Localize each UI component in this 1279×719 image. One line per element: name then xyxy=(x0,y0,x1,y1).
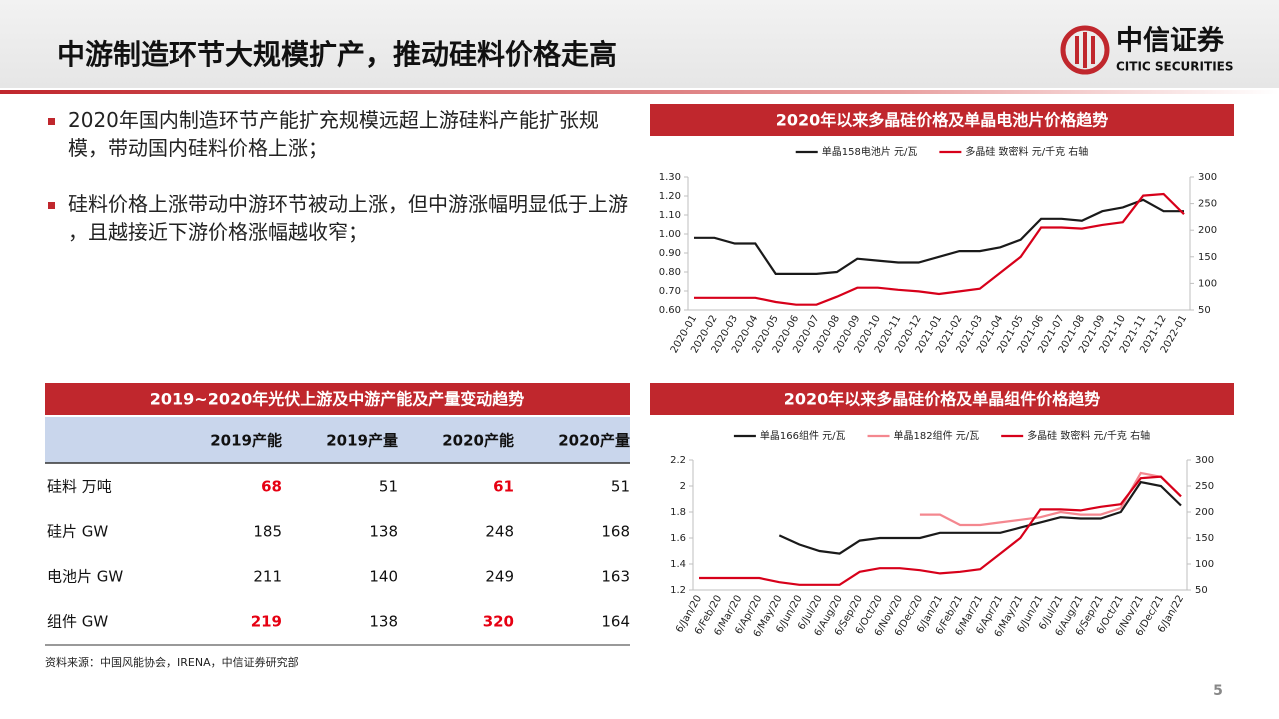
row-label: 电池片 GW xyxy=(47,568,123,586)
y-tick-label: 0.90 xyxy=(659,248,681,259)
table-cell: 168 xyxy=(601,523,630,541)
y2-tick-label: 250 xyxy=(1198,199,1217,210)
table-cell: 164 xyxy=(601,613,630,631)
row-label: 硅片 GW xyxy=(47,523,108,541)
chart-title-bar xyxy=(650,104,1234,136)
logo: 中信证券 CITIC SECURITIES xyxy=(1060,25,1234,75)
column-header: 2019产量 xyxy=(326,432,398,450)
series-line xyxy=(694,198,1184,275)
y-tick-label: 1.00 xyxy=(659,229,681,240)
table-cell: 211 xyxy=(253,568,282,586)
legend-label: 多晶硅 致密料 元/千克 右轴 xyxy=(965,145,1088,158)
row-label: 组件 GW xyxy=(47,613,108,631)
y2-tick-label: 200 xyxy=(1198,225,1217,236)
y2-tick-label: 300 xyxy=(1198,172,1217,183)
y2-tick-label: 150 xyxy=(1195,533,1214,544)
table-cell: 163 xyxy=(601,568,630,586)
y-tick-label: 2.2 xyxy=(670,455,686,466)
y-tick-label: 1.30 xyxy=(659,172,681,183)
slide-title: 中游制造环节大规模扩产，推动硅料价格走高 xyxy=(57,38,618,71)
table-cell: 138 xyxy=(369,523,398,541)
bullet-list: 2020年国内制造环节产能扩充规模远超上游硅料产能扩张规模，带动国内硅料价格上涨… xyxy=(48,106,638,274)
y-tick-label: 2 xyxy=(680,481,686,492)
column-header: 2020产量 xyxy=(558,432,630,450)
y2-tick-label: 100 xyxy=(1198,278,1217,289)
page-number: 5 xyxy=(1213,683,1223,699)
table-header-bg xyxy=(45,417,630,463)
logo-subtext: CITIC SECURITIES xyxy=(1116,60,1234,74)
legend: 单晶158电池片 元/瓦 多晶硅 致密料 元/千克 右轴 xyxy=(795,145,1088,158)
legend: 单晶166组件 元/瓦 单晶182组件 元/瓦 多晶硅 致密料 元/千克 右轴 xyxy=(733,429,1150,442)
y-tick-label: 0.70 xyxy=(659,286,681,297)
y2-tick-label: 150 xyxy=(1198,252,1217,263)
table-cell: 61 xyxy=(493,478,514,496)
logo-text: 中信证券 xyxy=(1116,25,1225,57)
table-cell: 249 xyxy=(485,568,514,586)
y2-tick-label: 200 xyxy=(1195,507,1214,518)
row-label: 硅料 万吨 xyxy=(47,478,112,496)
table-cell: 51 xyxy=(379,478,398,496)
y2-tick-label: 50 xyxy=(1195,585,1208,596)
y2-tick-label: 100 xyxy=(1195,559,1214,570)
series-line xyxy=(694,192,1185,306)
source-note: 资料来源：中国风能协会，IRENA，中信证券研究部 xyxy=(45,655,299,669)
legend-label: 单晶182组件 元/瓦 xyxy=(894,429,980,442)
y-tick-label: 1.6 xyxy=(670,533,686,544)
table-cell: 140 xyxy=(369,568,398,586)
legend-label: 单晶158电池片 元/瓦 xyxy=(822,145,918,158)
y2-tick-label: 50 xyxy=(1198,305,1211,316)
y-tick-label: 0.60 xyxy=(659,305,681,316)
column-header: 2019产能 xyxy=(210,432,282,450)
column-header: 2020产能 xyxy=(442,432,514,450)
table-title-bar xyxy=(45,383,630,415)
legend-label: 单晶166组件 元/瓦 xyxy=(760,429,846,442)
y-tick-label: 1.2 xyxy=(670,585,686,596)
series-line xyxy=(778,480,1182,555)
y-tick-label: 1.8 xyxy=(670,507,686,518)
bullet: 硅料价格上涨带动中游环节被动上涨，但中游涨幅明显低于上游 ，且越接近下游价格涨幅… xyxy=(48,190,638,246)
series-line xyxy=(919,471,1182,527)
chart-title-bar xyxy=(650,383,1234,415)
table-cell: 320 xyxy=(483,613,514,631)
y-tick-label: 1.10 xyxy=(659,210,681,221)
bullet: 2020年国内制造环节产能扩充规模远超上游硅料产能扩张规模，带动国内硅料价格上涨… xyxy=(48,106,638,162)
table-cell: 219 xyxy=(251,613,282,631)
y-tick-label: 1.4 xyxy=(670,559,686,570)
y2-tick-label: 300 xyxy=(1195,455,1214,466)
series-line xyxy=(699,475,1182,586)
chart-title: 2020年以来多晶硅价格及单晶组件价格趋势 xyxy=(784,390,1101,409)
table-cell: 51 xyxy=(611,478,630,496)
table-cell: 185 xyxy=(253,523,282,541)
y-tick-label: 1.20 xyxy=(659,191,681,202)
table-cell: 248 xyxy=(485,523,514,541)
chart-title: 2020年以来多晶硅价格及单晶电池片价格趋势 xyxy=(776,111,1109,130)
y-tick-label: 0.80 xyxy=(659,267,681,278)
header-rule xyxy=(0,90,1279,94)
table-cell: 138 xyxy=(369,613,398,631)
y2-tick-label: 250 xyxy=(1195,481,1214,492)
legend-label: 多晶硅 致密料 元/千克 右轴 xyxy=(1027,429,1150,442)
table-title: 2019~2020年光伏上游及中游产能及产量变动趋势 xyxy=(150,390,524,409)
table-cell: 68 xyxy=(261,478,282,496)
